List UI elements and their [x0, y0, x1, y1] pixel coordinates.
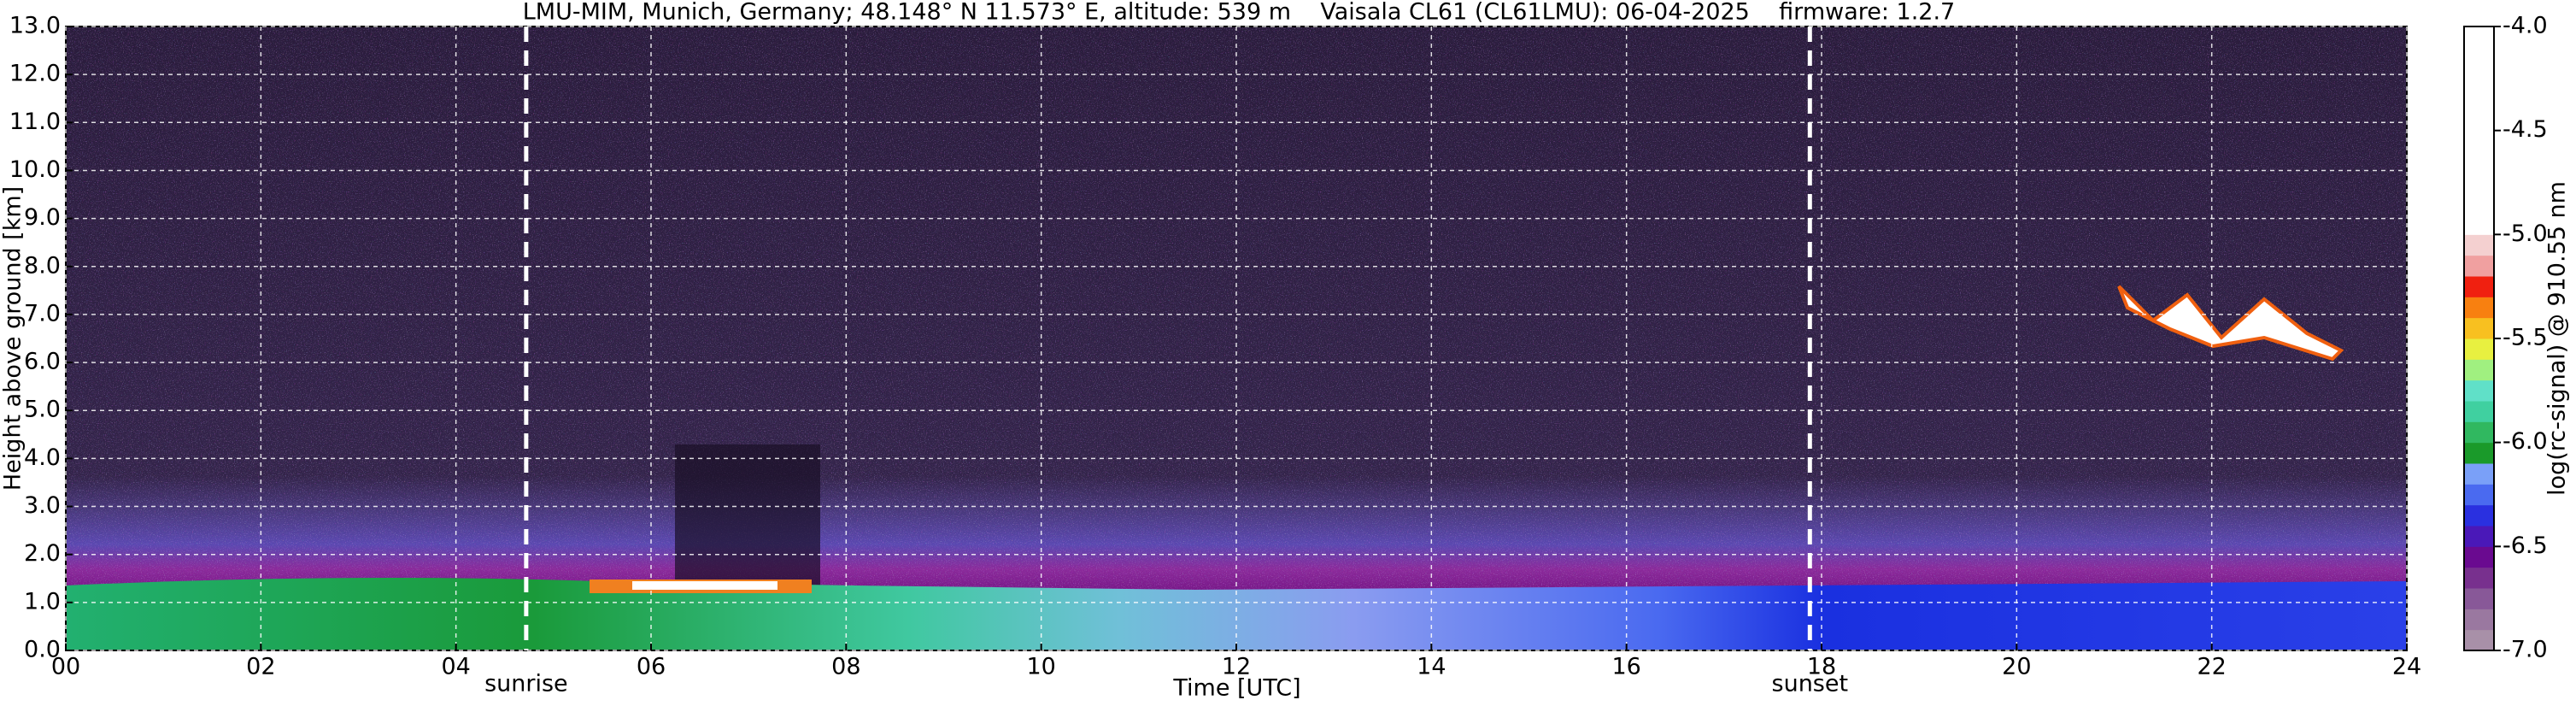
colorbar-segment [2464, 567, 2494, 589]
colorbar-segment [2464, 546, 2494, 568]
y-tick-label: 0.0 [24, 637, 61, 663]
y-tick-label: 2.0 [24, 540, 61, 567]
colorbar-segment [2464, 338, 2494, 360]
y-tick-label: 1.0 [24, 588, 61, 615]
colorbar-segment [2464, 463, 2494, 485]
colorbar-tick-label: -7.0 [2503, 637, 2548, 663]
x-tick-label: 00 [51, 654, 80, 680]
y-tick-label: 9.0 [24, 204, 61, 231]
y-axis-label: Height above ground [km] [0, 186, 26, 491]
y-tick-label: 13.0 [9, 13, 61, 39]
colorbar-segment [2464, 317, 2494, 339]
x-tick-label: 14 [1417, 654, 1446, 680]
y-tick-label: 7.0 [24, 300, 61, 327]
colorbar-segment [2464, 379, 2494, 402]
colorbar-segment [2464, 214, 2494, 235]
colorbar-tick-label: -4.5 [2503, 116, 2548, 143]
colorbar-tick-label: -5.5 [2503, 325, 2548, 351]
y-tick-label: 12.0 [9, 61, 61, 87]
colorbar-tick-label: -5.0 [2503, 221, 2548, 247]
colorbar-segment [2464, 609, 2494, 631]
colorbar-segment [2464, 484, 2494, 506]
colorbar-segment [2464, 359, 2494, 381]
colorbar-segment [2464, 26, 2494, 48]
x-tick-label: 06 [637, 654, 666, 680]
y-tick-label: 4.0 [24, 444, 61, 471]
colorbar-segment [2464, 89, 2494, 110]
colorbar-label: log(rc-signal) @ 910.55 nm [2544, 181, 2571, 496]
annotation-label: sunset [1772, 671, 1849, 697]
x-tick-label: 12 [1222, 654, 1251, 680]
x-tick-label: 02 [246, 654, 275, 680]
chart-title: LMU-MIM, Munich, Germany; 48.148° N 11.5… [523, 0, 1956, 26]
colorbar-segment [2464, 255, 2494, 277]
y-tick-label: 5.0 [24, 397, 61, 423]
y-tick-label: 3.0 [24, 492, 61, 519]
x-tick-label: 18 [1807, 654, 1836, 680]
colorbar-segment [2464, 151, 2494, 173]
x-axis-label: Time [UTC] [1172, 675, 1300, 702]
colorbar-tick-label: -6.0 [2503, 428, 2548, 455]
colorbar-tick-label: -4.0 [2503, 13, 2548, 39]
colorbar-segment [2464, 276, 2494, 297]
annotation-label: sunrise [484, 671, 568, 697]
y-tick-label: 6.0 [24, 349, 61, 375]
x-tick-label: 04 [441, 654, 470, 680]
colorbar-segment [2464, 172, 2494, 194]
x-tick-label: 10 [1026, 654, 1055, 680]
x-tick-label: 16 [1611, 654, 1640, 680]
y-tick-label: 11.0 [9, 109, 61, 135]
colorbar-segment [2464, 504, 2494, 527]
colorbar-segment [2464, 442, 2494, 464]
colorbar-segment [2464, 109, 2494, 132]
colorbar-segment [2464, 421, 2494, 444]
y-tick-label: 10.0 [9, 156, 61, 183]
colorbar-segment [2464, 234, 2494, 256]
colorbar-segment [2464, 130, 2494, 152]
x-tick-label: 24 [2392, 654, 2421, 680]
colorbar-segment [2464, 47, 2494, 69]
x-tick-label: 20 [2002, 654, 2031, 680]
colorbar-segment [2464, 526, 2494, 547]
x-tick-label: 22 [2197, 654, 2226, 680]
colorbar-tick-label: -6.5 [2503, 532, 2548, 559]
colorbar-segment [2464, 68, 2494, 90]
x-tick-label: 08 [831, 654, 860, 680]
y-tick-label: 8.0 [24, 252, 61, 279]
colorbar-segment [2464, 192, 2494, 215]
colorbar-segment [2464, 401, 2494, 422]
colorbar-segment [2464, 588, 2494, 609]
colorbar-segment [2464, 629, 2494, 651]
colorbar-segment [2464, 297, 2494, 319]
